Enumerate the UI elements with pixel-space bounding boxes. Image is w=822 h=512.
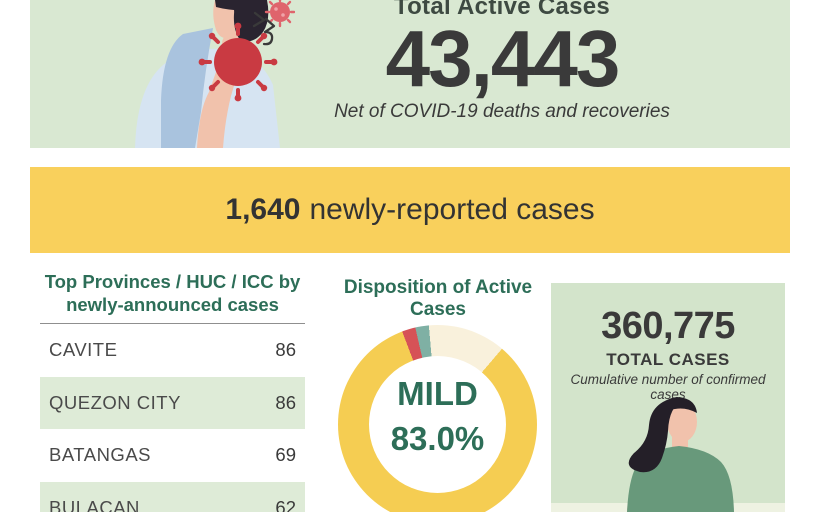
province-name: BATANGAS (49, 444, 152, 466)
province-value: 69 (275, 444, 296, 466)
province-value: 86 (275, 339, 296, 361)
total-cases-panel: 360,775 TOTAL CASES Cumulative number of… (551, 283, 785, 512)
total-cases-value: 360,775 (601, 305, 735, 347)
active-cases-value: 43,443 (385, 14, 621, 103)
table-row: BATANGAS 69 (40, 429, 305, 482)
person-coughing-illustration (135, 0, 295, 148)
province-name: CAVITE (49, 339, 118, 361)
total-cases-label: TOTAL CASES (606, 350, 730, 369)
disposition-chart-title: Disposition of Active Cases (343, 277, 533, 320)
table-divider (40, 323, 305, 324)
active-cases-subtitle: Net of COVID-19 deaths and recoveries (334, 101, 670, 122)
new-cases-value: 1,640 (225, 193, 301, 226)
table-row: CAVITE 86 (40, 324, 305, 377)
donut-center-label: MILD 83.0% (391, 372, 485, 461)
donut-mild-label: MILD (397, 374, 478, 412)
province-name: BULACAN (49, 496, 140, 512)
total-cases-sublabel: Cumulative number of confirmed cases (570, 372, 766, 402)
active-cases-banner: Total Active Cases 43,443 Net of COVID-1… (30, 0, 790, 148)
top-provinces-title-line2: newly-announced cases (66, 294, 279, 315)
province-name: QUEZON CITY (49, 391, 181, 413)
new-cases-label: newly-reported cases (309, 193, 595, 226)
top-provinces-title: Top Provinces / HUC / ICC by newly-annou… (40, 270, 305, 316)
active-cases-title: Total Active Cases (393, 0, 611, 20)
active-cases-text-block: Total Active Cases 43,443 Net of COVID-1… (282, 0, 722, 123)
table-row: BULACAN 62 (40, 481, 305, 512)
table-row: QUEZON CITY 86 (40, 376, 305, 429)
province-value: 86 (275, 391, 296, 413)
donut-mild-percent: 83.0% (390, 419, 485, 457)
province-value: 62 (275, 496, 296, 512)
woman-illustration (627, 397, 734, 512)
donut-hole: MILD 83.0% (369, 356, 506, 493)
disposition-donut-chart: MILD 83.0% (338, 325, 537, 512)
cough-lines-icon (252, 11, 276, 46)
small-virus-icon (264, 0, 295, 28)
new-cases-banner: 1,640 newly-reported cases (30, 167, 790, 253)
top-provinces-title-line1: Top Provinces / HUC / ICC by (44, 271, 301, 292)
top-provinces-table: Top Provinces / HUC / ICC by newly-annou… (40, 270, 305, 512)
